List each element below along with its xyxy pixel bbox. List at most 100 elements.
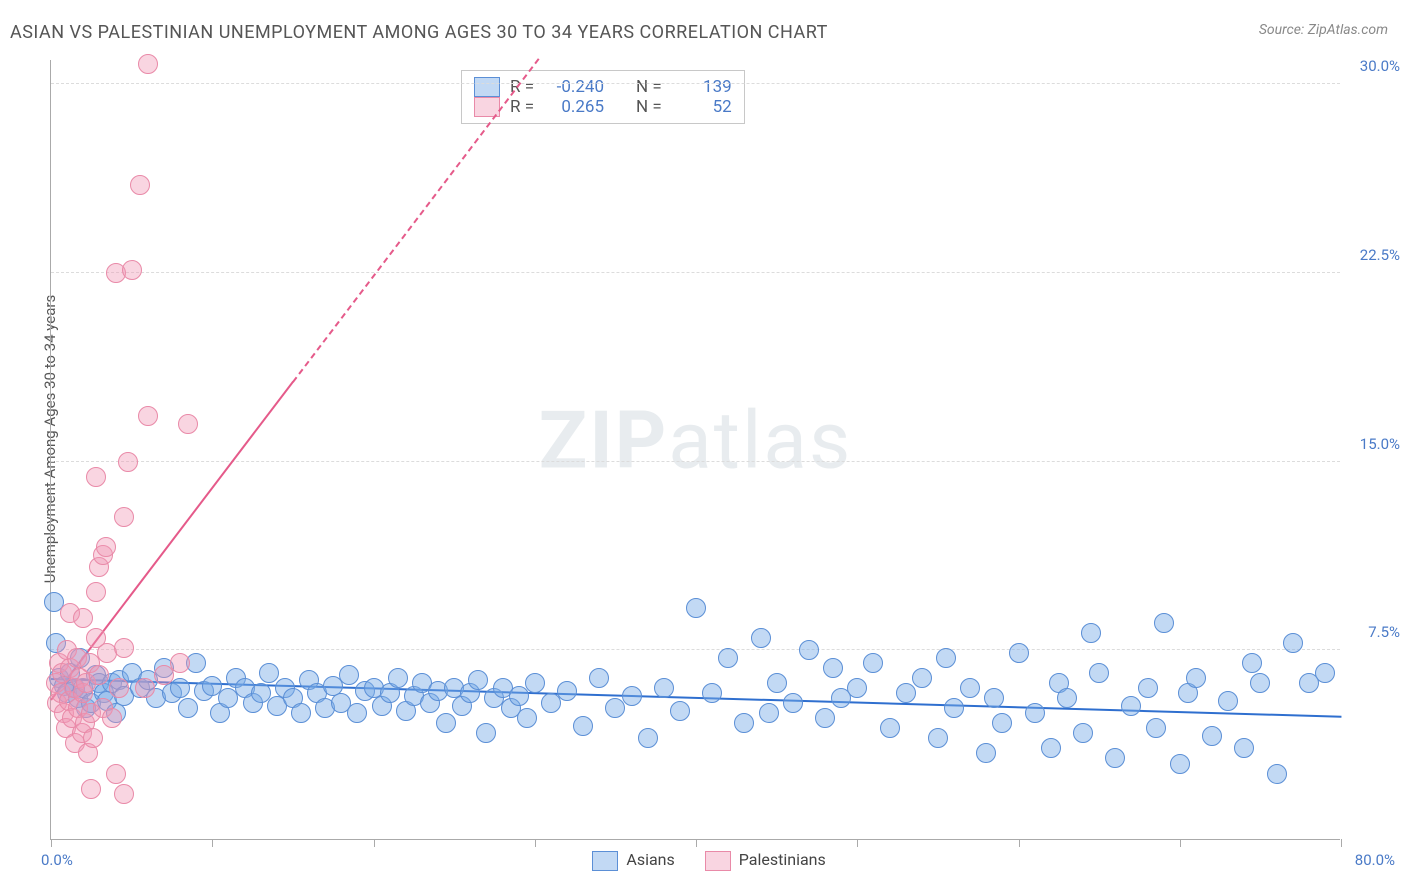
data-point: [339, 665, 359, 685]
data-point: [1283, 633, 1303, 653]
data-point: [1234, 738, 1254, 758]
r-label: R =: [510, 97, 534, 117]
legend-swatch-asians-icon: [592, 851, 618, 871]
data-point: [114, 507, 134, 527]
data-point: [992, 713, 1012, 733]
data-point: [622, 686, 642, 706]
data-point: [170, 678, 190, 698]
data-point: [170, 653, 190, 673]
source-label: Source: ZipAtlas.com: [1259, 22, 1388, 38]
data-point: [89, 665, 109, 685]
plot-area: ZIPatlas R = -0.240 N = 139 R = 0.265 N …: [50, 60, 1340, 840]
data-point: [557, 681, 577, 701]
data-point: [759, 703, 779, 723]
data-point: [783, 693, 803, 713]
data-point: [73, 608, 93, 628]
data-point: [347, 703, 367, 723]
chart-container: ASIAN VS PALESTINIAN UNEMPLOYMENT AMONG …: [0, 0, 1406, 892]
watermark-light: atlas: [668, 393, 852, 487]
data-point: [751, 628, 771, 648]
x-tick: [1180, 839, 1181, 847]
data-point: [686, 598, 706, 618]
data-point: [1186, 668, 1206, 688]
y-tick-label: 15.0%: [1360, 435, 1400, 453]
y-tick-label: 30.0%: [1360, 57, 1400, 75]
trend-line: [292, 57, 540, 382]
data-point: [815, 708, 835, 728]
x-tick: [212, 839, 213, 847]
x-tick: [1019, 839, 1020, 847]
legend-item-palestinians: Palestinians: [705, 850, 826, 871]
data-point: [525, 673, 545, 693]
data-point: [118, 452, 138, 472]
data-point: [1081, 623, 1101, 643]
data-point: [138, 406, 158, 426]
x-tick: [535, 839, 536, 847]
data-point: [1250, 673, 1270, 693]
data-point: [86, 467, 106, 487]
correlation-legend: R = -0.240 N = 139 R = 0.265 N = 52: [461, 70, 745, 124]
data-point: [1009, 643, 1029, 663]
x-tick: [374, 839, 375, 847]
data-point: [928, 728, 948, 748]
gridline: [51, 461, 1340, 462]
data-point: [799, 640, 819, 660]
data-point: [291, 703, 311, 723]
data-point: [638, 728, 658, 748]
data-point: [912, 668, 932, 688]
data-point: [976, 743, 996, 763]
data-point: [960, 678, 980, 698]
data-point: [81, 779, 101, 799]
data-point: [944, 698, 964, 718]
series-legend: Asians Palestinians: [592, 850, 825, 871]
data-point: [734, 713, 754, 733]
data-point: [670, 701, 690, 721]
data-point: [936, 648, 956, 668]
x-tick: [1341, 839, 1342, 847]
data-point: [1138, 678, 1158, 698]
data-point: [436, 713, 456, 733]
data-point: [880, 718, 900, 738]
n-label: N =: [636, 97, 662, 117]
data-point: [114, 784, 134, 804]
r-value-palestinians: 0.265: [544, 97, 604, 117]
watermark-bold: ZIP: [539, 393, 669, 487]
data-point: [1202, 726, 1222, 746]
data-point: [109, 678, 129, 698]
data-point: [1073, 723, 1093, 743]
r-value-asians: -0.240: [544, 77, 604, 97]
data-point: [767, 673, 787, 693]
data-point: [1089, 663, 1109, 683]
data-point: [1154, 613, 1174, 633]
legend-label-palestinians: Palestinians: [739, 850, 826, 869]
chart-title: ASIAN VS PALESTINIAN UNEMPLOYMENT AMONG …: [10, 22, 828, 43]
data-point: [476, 723, 496, 743]
data-point: [1025, 703, 1045, 723]
data-point: [896, 683, 916, 703]
data-point: [135, 678, 155, 698]
data-point: [106, 764, 126, 784]
data-point: [114, 638, 134, 658]
n-label: N =: [636, 77, 662, 97]
data-point: [178, 698, 198, 718]
data-point: [654, 678, 674, 698]
data-point: [86, 582, 106, 602]
data-point: [1041, 738, 1061, 758]
data-point: [1315, 663, 1335, 683]
data-point: [1121, 696, 1141, 716]
legend-item-asians: Asians: [592, 850, 674, 871]
legend-swatch-asians: [474, 77, 500, 97]
data-point: [130, 175, 150, 195]
data-point: [823, 658, 843, 678]
watermark: ZIPatlas: [539, 393, 852, 487]
data-point: [468, 670, 488, 690]
data-point: [517, 708, 537, 728]
data-point: [138, 54, 158, 74]
data-point: [96, 537, 116, 557]
data-point: [1267, 764, 1287, 784]
data-point: [1057, 688, 1077, 708]
data-point: [718, 648, 738, 668]
n-value-asians: 139: [672, 77, 732, 97]
data-point: [122, 260, 142, 280]
n-value-palestinians: 52: [672, 97, 732, 117]
